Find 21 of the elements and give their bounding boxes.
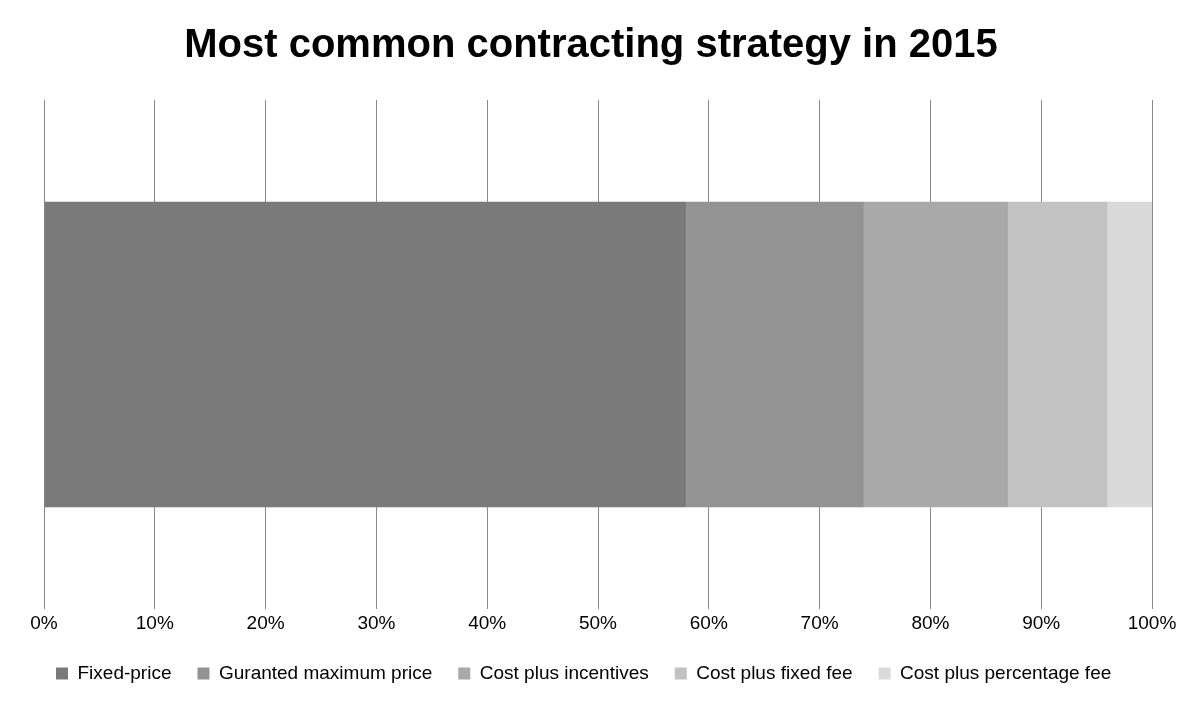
- x-tick-label: 40%: [468, 611, 507, 633]
- legend-label: Cost plus percentage fee: [900, 661, 1112, 683]
- legend-label: Fixed-price: [77, 661, 172, 683]
- x-tick-label: 20%: [246, 611, 285, 633]
- bar: [44, 201, 687, 508]
- chart-title: Most common contracting strategy in 2015: [184, 21, 998, 66]
- bar: [1007, 201, 1108, 508]
- x-tick-label: 0%: [30, 611, 58, 633]
- x-tick-label: 10%: [135, 611, 174, 633]
- legend-label: Cost plus incentives: [479, 661, 649, 683]
- legend-label: Guranted maximum price: [218, 661, 433, 683]
- x-tick-label: 90%: [1022, 611, 1061, 633]
- legend-label: Cost plus fixed fee: [696, 661, 853, 683]
- bar: [1107, 201, 1152, 508]
- x-tick-label: 80%: [911, 611, 950, 633]
- bar: [863, 201, 1008, 508]
- x-tick-label: 70%: [800, 611, 839, 633]
- x-tick-label: 100%: [1127, 611, 1177, 633]
- x-tick-label: 30%: [357, 611, 396, 633]
- x-tick-label: 60%: [689, 611, 728, 633]
- x-tick-label: 50%: [578, 611, 618, 633]
